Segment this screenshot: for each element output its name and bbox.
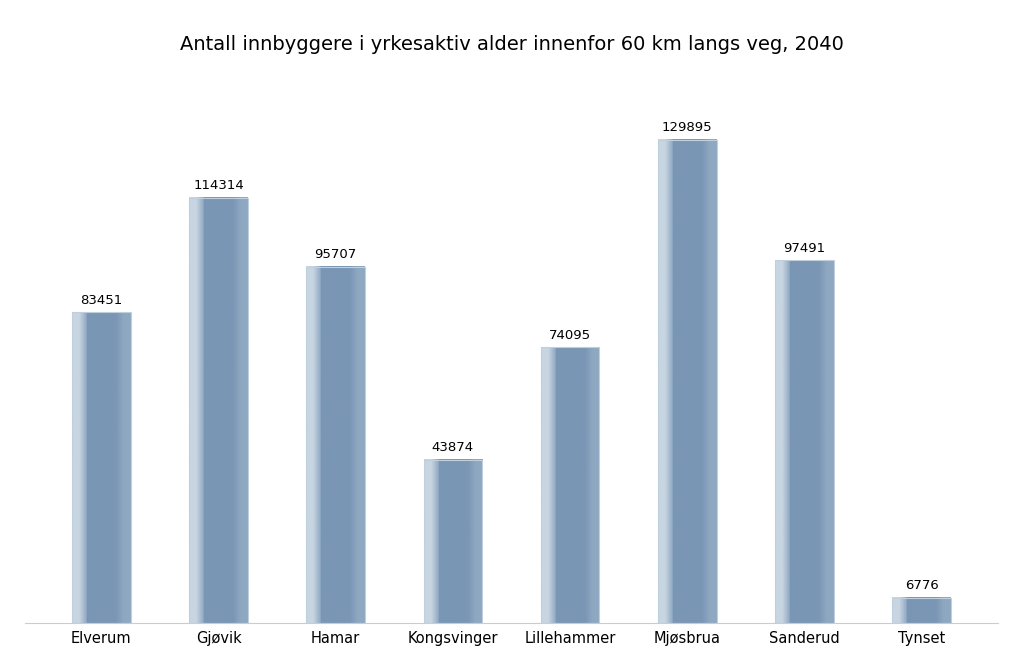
Text: 95707: 95707 [315, 248, 357, 261]
Text: 6776: 6776 [904, 579, 938, 593]
Text: 83451: 83451 [80, 294, 123, 307]
Text: 129895: 129895 [662, 121, 713, 134]
Title: Antall innbyggere i yrkesaktiv alder innenfor 60 km langs veg, 2040: Antall innbyggere i yrkesaktiv alder inn… [180, 35, 843, 54]
Text: 97491: 97491 [784, 242, 826, 255]
Text: 74095: 74095 [549, 329, 591, 342]
Text: 114314: 114314 [193, 179, 243, 192]
Text: 43874: 43874 [432, 441, 474, 454]
